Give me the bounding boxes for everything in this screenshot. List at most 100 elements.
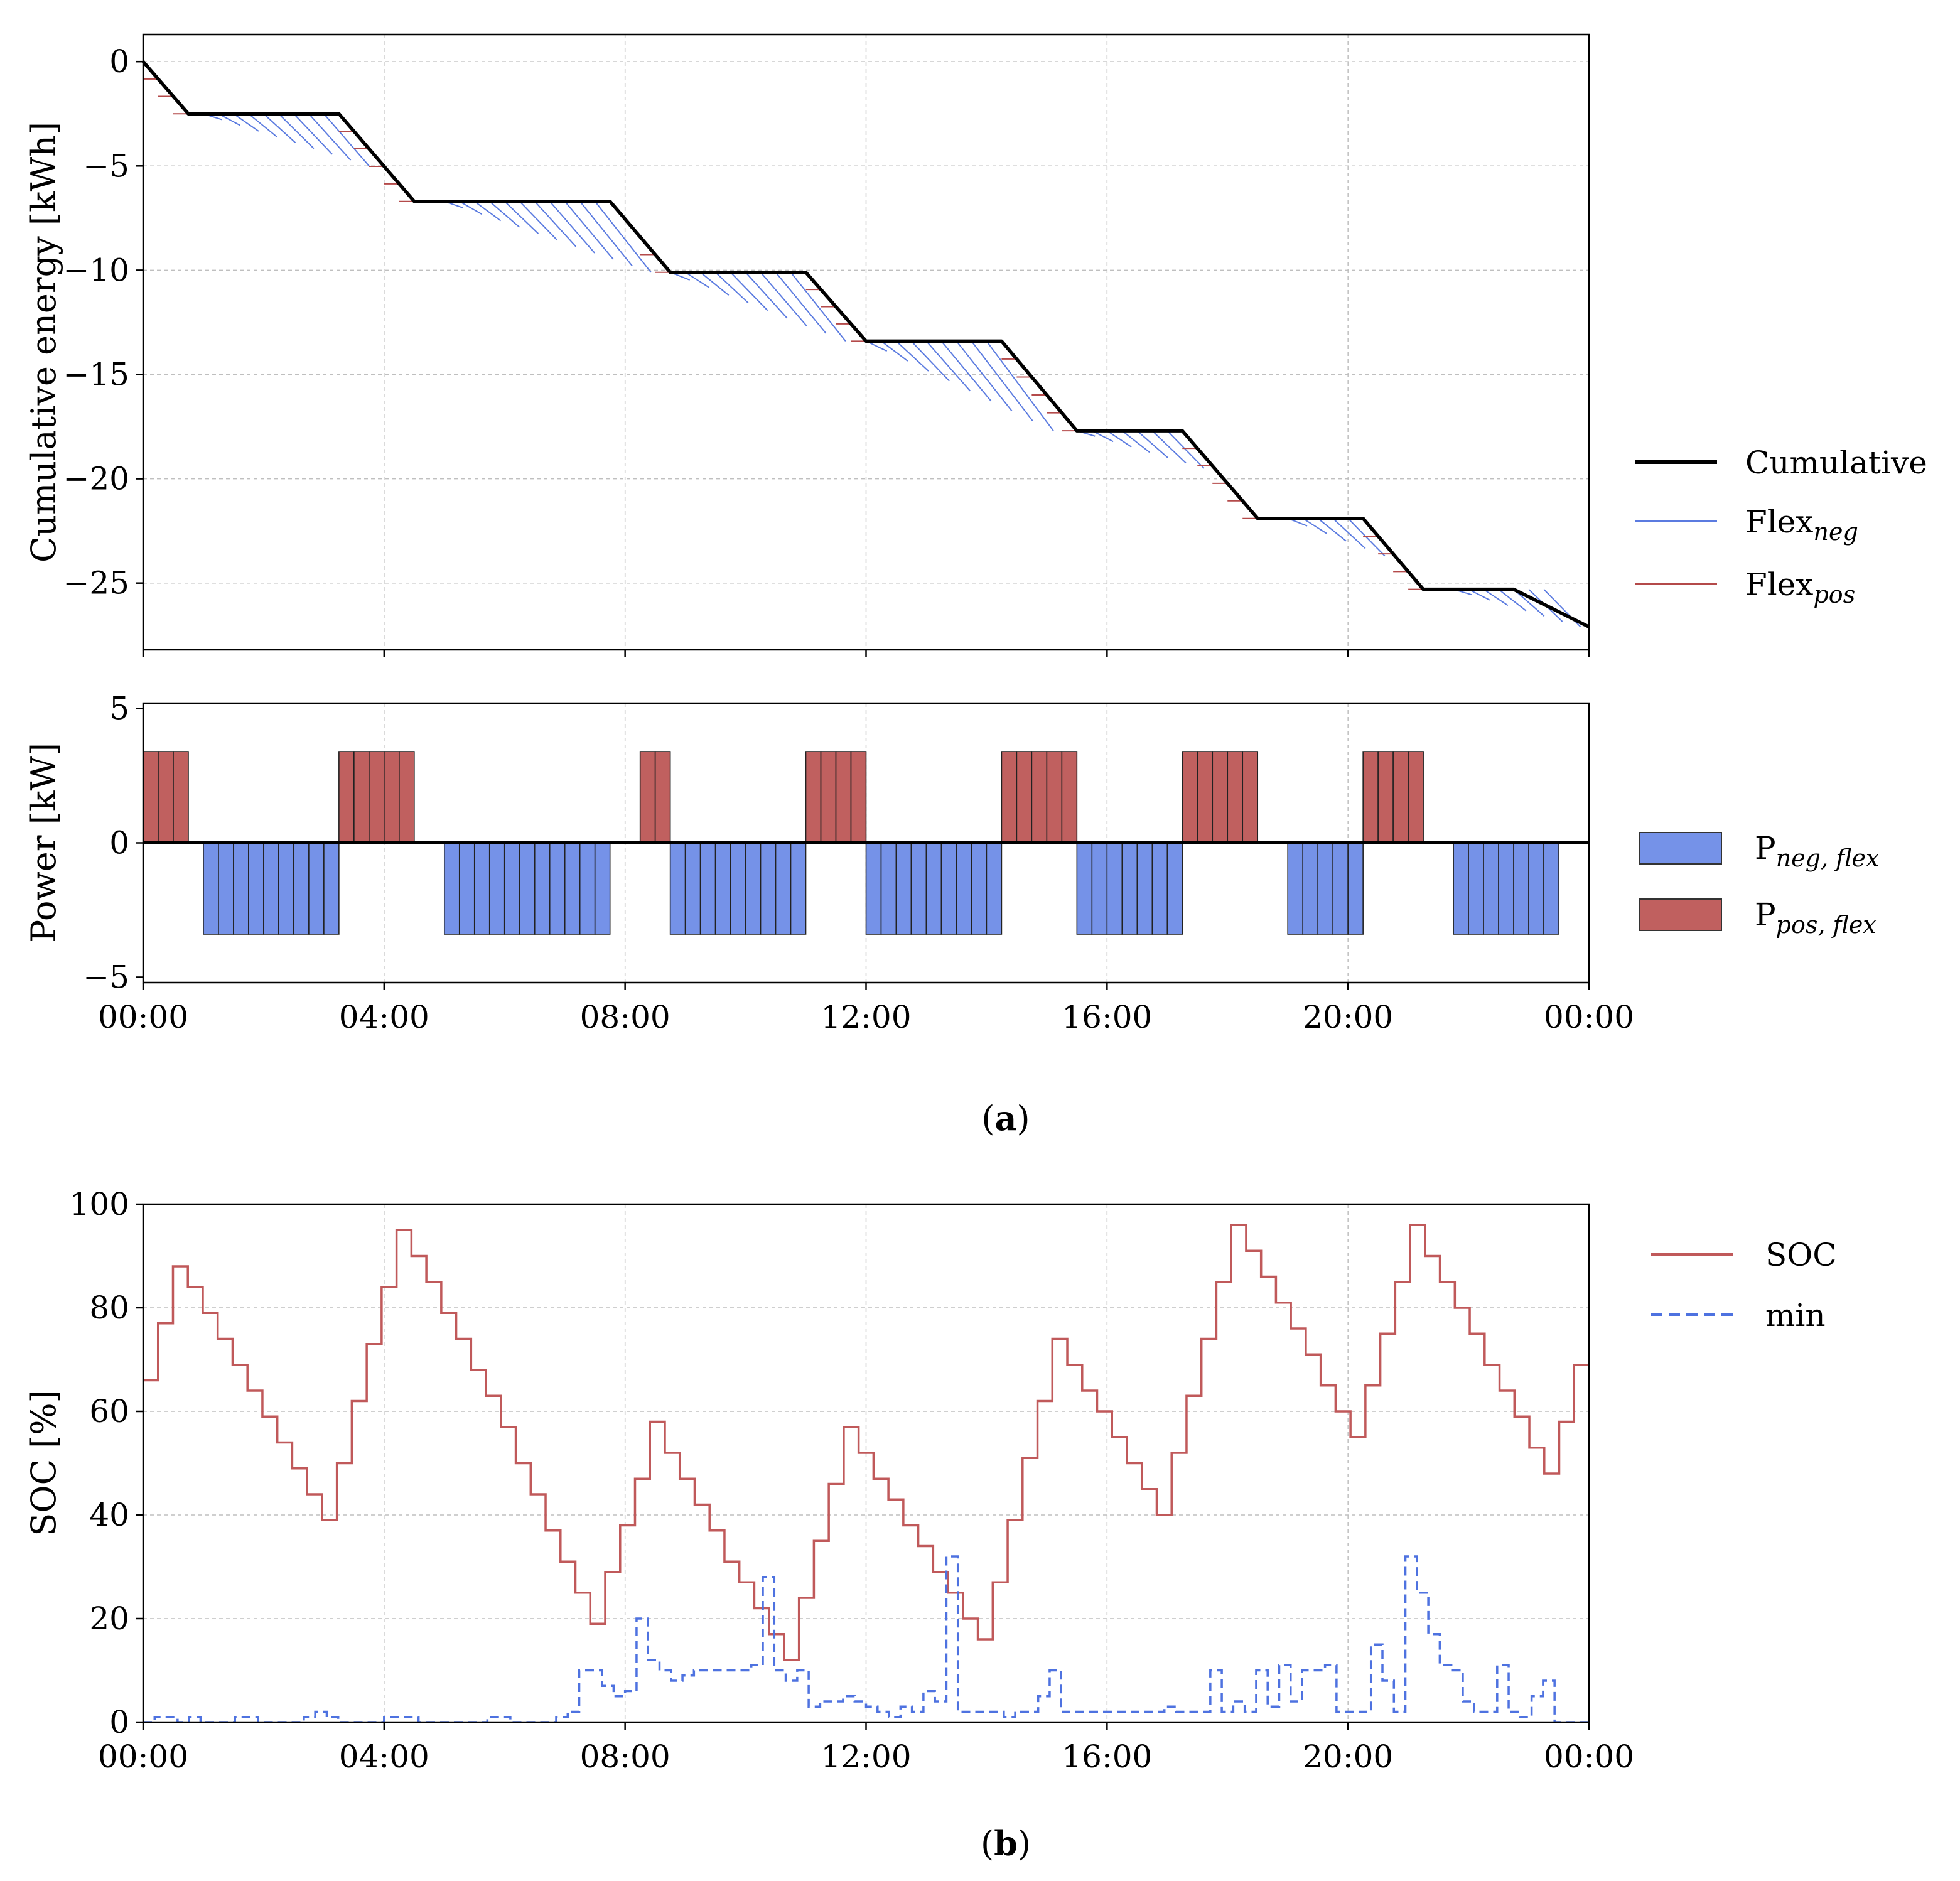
bar-neg-flex xyxy=(699,842,716,935)
bar-neg-flex xyxy=(940,842,957,935)
bar-pos-flex xyxy=(384,751,400,844)
cumulative-line-group xyxy=(141,60,1590,628)
bar-neg-flex xyxy=(684,842,701,935)
flex-neg-line xyxy=(760,272,807,326)
bar-neg-flex xyxy=(1513,842,1529,935)
flex-pos-ticks xyxy=(143,78,1424,590)
flex-neg-line xyxy=(549,201,595,254)
x-tick-label: 20:00 xyxy=(1303,1738,1393,1775)
soc-y-ticks: 0 20 40 60 80 100 xyxy=(70,1186,143,1740)
x-tick-label: 16:00 xyxy=(1062,999,1152,1035)
bar-neg-flex xyxy=(1498,842,1514,935)
power-y-ticks: 5 0 −5 xyxy=(83,691,143,995)
flex-neg-line xyxy=(1136,430,1168,458)
bar-neg-flex xyxy=(308,842,325,935)
flex-neg-line xyxy=(880,340,908,362)
x-tick-label: 04:00 xyxy=(339,1738,429,1775)
flex-neg-line xyxy=(308,113,352,161)
bar-neg-flex xyxy=(1302,842,1318,935)
power-chart: 50−5 00:00 04:00 08:00 12:00 16:00 20:00 00:00… xyxy=(24,691,1634,1035)
power-x-ticks: 00:00 04:00 08:00 12:00 16:00 20:00 00:00 xyxy=(98,983,1634,1035)
y-tick-label: 40 xyxy=(89,1497,129,1533)
flex-neg-line xyxy=(1317,517,1347,542)
flex-neg-line xyxy=(1468,588,1490,601)
bar-pos-flex xyxy=(1392,751,1409,844)
x-tick-label: 00:00 xyxy=(98,1738,188,1775)
flex-neg-line xyxy=(956,340,1013,412)
soc-legend: SOC min xyxy=(1651,1237,1837,1334)
bar-pos-flex xyxy=(353,751,370,844)
y-tick-label: 0 xyxy=(109,825,129,861)
bar-neg-flex xyxy=(1166,842,1183,935)
bar-neg-flex xyxy=(1468,842,1484,935)
bar-neg-flex xyxy=(956,842,972,935)
bar-neg-flex xyxy=(865,842,882,935)
flex-neg-line xyxy=(745,272,788,319)
soc-lines xyxy=(143,1224,1589,1723)
bar-neg-flex xyxy=(519,842,536,935)
flex-neg-line xyxy=(579,201,633,267)
flex-neg-line xyxy=(1166,430,1205,469)
bar-neg-flex xyxy=(248,842,264,935)
x-tick-label: 00:00 xyxy=(1544,1738,1634,1775)
bar-neg-flex xyxy=(443,842,460,935)
legend-p-pos-label: Ppos, flex xyxy=(1755,897,1877,939)
flex-neg-line xyxy=(534,201,576,247)
energy-chart: 0 −5 −10 −15 −20 −25 Cumulative energy [kWh] xyxy=(24,33,1590,657)
x-tick-label: 00:00 xyxy=(1544,999,1634,1035)
bar-neg-flex xyxy=(488,842,505,935)
flex-neg-line xyxy=(895,340,929,372)
bar-neg-flex xyxy=(775,842,792,935)
bar-pos-flex xyxy=(1046,751,1063,844)
flex-neg-line xyxy=(1332,517,1366,549)
bar-pos-flex xyxy=(639,751,656,844)
y-tick-label: −20 xyxy=(63,461,129,497)
legend-p-neg-label: Pneg, flex xyxy=(1755,830,1879,872)
bar-pos-flex xyxy=(1212,751,1229,844)
flex-neg-line xyxy=(1106,430,1132,448)
flex-neg-line xyxy=(1513,588,1545,617)
bar-neg-flex xyxy=(714,842,731,935)
bar-pos-flex xyxy=(1182,751,1198,844)
bar-pos-flex xyxy=(158,751,174,844)
bar-neg-flex xyxy=(203,842,219,935)
legend-min-label: min xyxy=(1765,1297,1826,1334)
legend-flex-pos-label: Flexpos xyxy=(1745,566,1855,608)
bar-neg-flex xyxy=(910,842,927,935)
bar-pos-flex xyxy=(820,751,837,844)
flex-neg-line xyxy=(1302,517,1327,534)
y-tick-label: −15 xyxy=(63,356,129,392)
flex-neg-line xyxy=(489,201,520,228)
bar-neg-flex xyxy=(1136,842,1153,935)
flex-neg-line xyxy=(699,271,730,296)
bar-neg-flex xyxy=(1332,842,1349,935)
soc-line xyxy=(143,1224,1589,1661)
bar-neg-flex xyxy=(1483,842,1499,935)
bar-neg-flex xyxy=(971,842,988,935)
bar-neg-flex xyxy=(549,842,566,935)
flex-neg-line xyxy=(263,113,296,144)
flex-neg-line xyxy=(504,201,539,234)
bar-neg-flex xyxy=(760,842,777,935)
flex-neg-line xyxy=(730,272,768,311)
energy-legend: Cumulative Flexneg Flexpos xyxy=(1635,445,1927,608)
x-tick-label: 12:00 xyxy=(821,1738,911,1775)
bar-neg-flex xyxy=(278,842,294,935)
bar-pos-flex xyxy=(338,751,355,844)
x-tick-label: 04:00 xyxy=(339,999,429,1035)
flex-neg-line xyxy=(218,113,241,126)
flex-neg-line xyxy=(293,113,333,155)
y-tick-label: 80 xyxy=(89,1290,129,1326)
power-bars xyxy=(143,751,1559,935)
flex-neg-line xyxy=(1151,430,1187,464)
power-legend: Pneg, flex Ppos, flex xyxy=(1639,830,1879,939)
bar-neg-flex xyxy=(473,842,490,935)
bar-pos-flex xyxy=(1016,751,1033,844)
bar-pos-flex xyxy=(1227,751,1244,844)
bar-pos-flex xyxy=(1242,751,1259,844)
flex-neg-line xyxy=(1121,430,1150,453)
bar-neg-flex xyxy=(233,842,249,935)
x-tick-label: 08:00 xyxy=(580,1738,670,1775)
x-tick-label: 08:00 xyxy=(580,999,670,1035)
bar-neg-flex xyxy=(1151,842,1168,935)
